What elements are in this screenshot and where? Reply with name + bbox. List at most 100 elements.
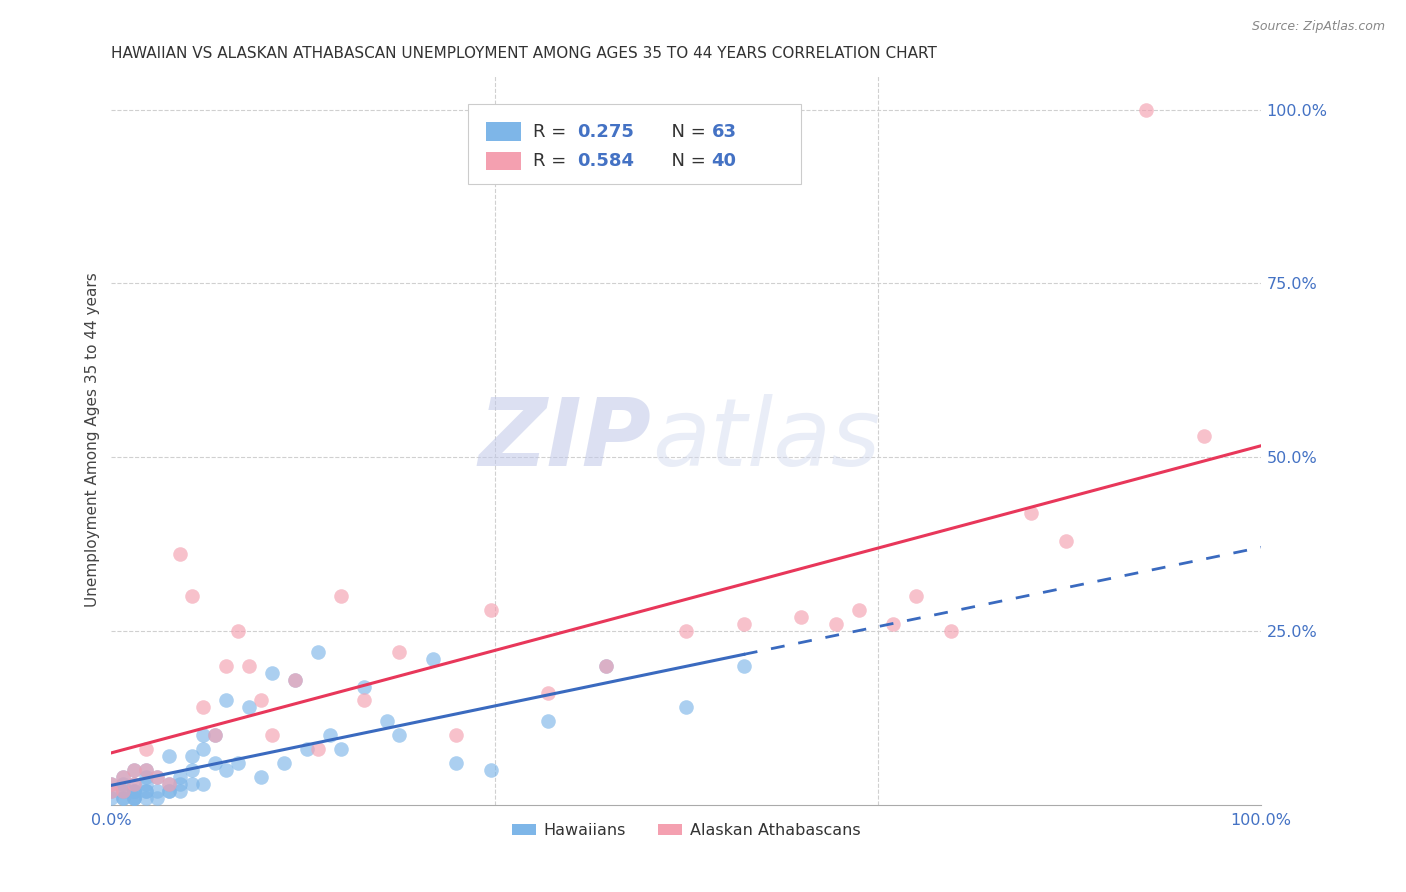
Point [193,700,215,714]
Point [111,770,134,784]
Point [204,728,226,742]
Point [193,742,215,756]
Point [124,763,146,777]
Point [1054,533,1077,548]
Point [157,784,180,798]
Point [1192,429,1215,443]
Point [537,686,560,700]
Point [215,658,238,673]
Point [180,777,202,791]
Point [377,714,399,729]
Point [111,790,134,805]
Point [284,673,307,687]
Y-axis label: Unemployment Among Ages 35 to 44 years: Unemployment Among Ages 35 to 44 years [86,272,100,607]
Point [675,624,697,638]
Point [215,763,238,777]
Point [733,617,755,632]
Text: R =: R = [533,152,572,170]
Point [790,610,813,624]
Point [675,700,697,714]
Point [388,728,411,742]
Text: HAWAIIAN VS ALASKAN ATHABASCAN UNEMPLOYMENT AMONG AGES 35 TO 44 YEARS CORRELATIO: HAWAIIAN VS ALASKAN ATHABASCAN UNEMPLOYM… [111,46,938,62]
Point [204,756,226,770]
Point [250,770,273,784]
Text: 63: 63 [711,123,737,141]
Point [479,763,502,777]
Point [135,777,157,791]
Text: 0.275: 0.275 [576,123,634,141]
Point [238,658,260,673]
Point [388,645,411,659]
Point [100,784,122,798]
Text: N =: N = [659,152,711,170]
Point [330,742,353,756]
Point [100,777,122,791]
Point [905,589,928,603]
Point [135,763,157,777]
Point [157,777,180,791]
FancyBboxPatch shape [486,152,520,170]
Point [250,693,273,707]
Point [111,784,134,798]
Point [111,790,134,805]
Text: N =: N = [659,123,711,141]
Point [124,784,146,798]
Point [135,790,157,805]
Point [169,770,191,784]
Point [193,777,215,791]
Legend: Hawaiians, Alaskan Athabascans: Hawaiians, Alaskan Athabascans [506,816,868,844]
Point [215,693,238,707]
Point [180,589,202,603]
Point [111,784,134,798]
Point [226,756,249,770]
Point [146,790,169,805]
Point [111,770,134,784]
Text: R =: R = [533,123,572,141]
Point [595,658,617,673]
Point [882,617,904,632]
Text: ZIP: ZIP [479,393,652,486]
Point [848,603,870,617]
Point [733,658,755,673]
Point [1135,103,1157,117]
Point [169,784,191,798]
Point [262,665,284,680]
Point [307,742,329,756]
Point [124,784,146,798]
Point [100,790,122,805]
Point [330,589,353,603]
Point [146,770,169,784]
Point [157,777,180,791]
Point [446,728,468,742]
Point [135,742,157,756]
FancyBboxPatch shape [486,122,520,141]
Point [135,763,157,777]
FancyBboxPatch shape [468,104,801,185]
Point [226,624,249,638]
Text: Source: ZipAtlas.com: Source: ZipAtlas.com [1251,20,1385,33]
Point [169,548,191,562]
Point [111,777,134,791]
Point [157,749,180,764]
Point [146,770,169,784]
Point [100,777,122,791]
Point [595,658,617,673]
Point [1019,506,1042,520]
Point [824,617,846,632]
Point [273,756,295,770]
Point [169,777,191,791]
Point [319,728,342,742]
Point [124,777,146,791]
Point [124,790,146,805]
Point [479,603,502,617]
Point [939,624,962,638]
Text: 40: 40 [711,152,737,170]
Point [146,784,169,798]
Point [446,756,468,770]
Point [262,728,284,742]
Point [193,728,215,742]
Point [307,645,329,659]
Point [124,784,146,798]
Point [124,790,146,805]
Point [124,790,146,805]
